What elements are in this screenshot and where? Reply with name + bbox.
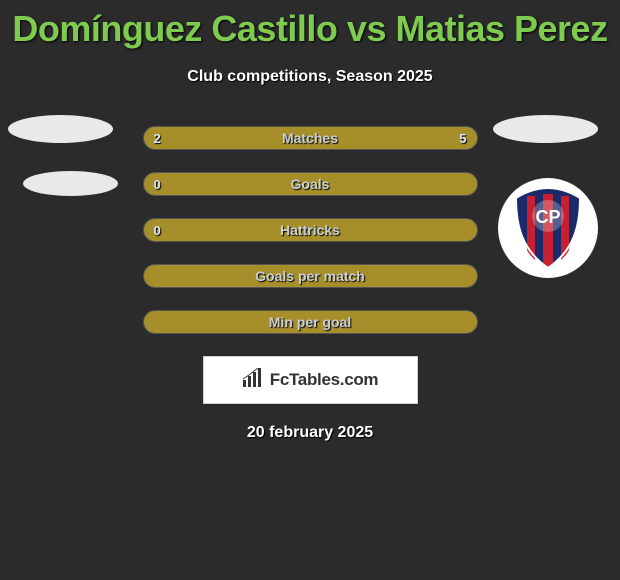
stat-bar-goals: 0 Goals — [143, 172, 478, 196]
stat-row: Min per goal — [0, 310, 620, 334]
brand-box: FcTables.com — [203, 356, 418, 404]
stat-bar-mpg: Min per goal — [143, 310, 478, 334]
stat-bar-hattricks: 0 Hattricks — [143, 218, 478, 242]
stat-right-value: 5 — [459, 131, 476, 146]
stat-row: 2 Matches 5 — [0, 126, 620, 150]
chart-icon — [242, 368, 264, 393]
date-text: 20 february 2025 — [0, 424, 620, 442]
stat-label: Matches — [282, 130, 338, 146]
stat-label: Min per goal — [269, 314, 351, 330]
stat-row: 0 Goals — [0, 172, 620, 196]
stat-bar-matches: 2 Matches 5 — [143, 126, 478, 150]
stat-label: Hattricks — [280, 222, 340, 238]
page-title: Domínguez Castillo vs Matias Perez — [0, 0, 620, 50]
stat-label: Goals per match — [255, 268, 365, 284]
stat-bar-gpm: Goals per match — [143, 264, 478, 288]
stat-row: Goals per match — [0, 264, 620, 288]
stat-left-value: 0 — [144, 177, 161, 192]
stats-rows: 2 Matches 5 0 Goals 0 Hattricks Goals pe… — [0, 126, 620, 334]
stat-label: Goals — [291, 176, 330, 192]
subtitle: Club competitions, Season 2025 — [0, 68, 620, 86]
stat-left-value: 0 — [144, 223, 161, 238]
brand-text: FcTables.com — [270, 370, 379, 390]
stat-row: 0 Hattricks — [0, 218, 620, 242]
stat-left-value: 2 — [144, 131, 161, 146]
